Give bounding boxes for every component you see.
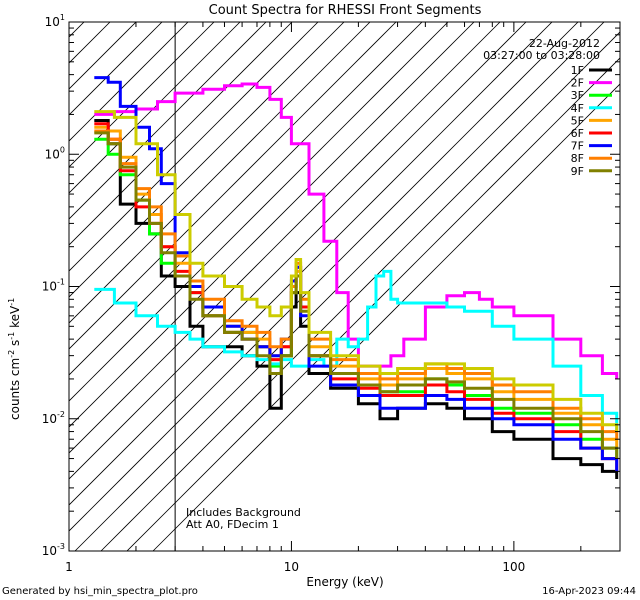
- legend-label-4F: 4F: [571, 102, 584, 115]
- series-line-4F: [94, 269, 619, 432]
- y-tick-label-1: 101: [45, 13, 65, 29]
- hatch-line-6: [69, 22, 215, 168]
- hatch-line-19: [69, 22, 553, 506]
- x-axis-label: Energy (keV): [306, 575, 383, 589]
- time-range-label: 03:27:00 to 03:28:00: [483, 49, 600, 62]
- x-axis: 1 10 100: [65, 22, 621, 574]
- legend-label-5F: 5F: [571, 114, 584, 127]
- annotation-attenuator: Att A0, FDecim 1: [186, 518, 279, 531]
- x-tick-label-10: 10: [284, 560, 299, 574]
- series-layer: [94, 76, 619, 479]
- y-tick-label--2: 10-2: [42, 410, 65, 426]
- hatch-line-12: [69, 22, 371, 324]
- hatch-line-15: [69, 22, 449, 402]
- hatch-line-4: [69, 22, 163, 116]
- hatch-line-24: [152, 83, 620, 551]
- y-axis: 10-3 10-2 10-1 100 101: [42, 13, 620, 558]
- hatch-line-14: [69, 22, 423, 376]
- hatch-line-3: [69, 22, 137, 90]
- hatch-line-11: [69, 22, 345, 298]
- legend-label-6F: 6F: [571, 127, 584, 140]
- legend-label-2F: 2F: [571, 77, 584, 90]
- series-line-1F: [94, 119, 619, 479]
- hatched-region: [69, 22, 620, 551]
- legend-label-1F: 1F: [571, 64, 584, 77]
- x-tick-label-100: 100: [502, 560, 525, 574]
- annotation-background: Includes Background: [186, 506, 301, 519]
- hatch-line-17: [69, 22, 501, 454]
- series-line-2F: [94, 82, 619, 379]
- date-label: 22-Aug-2012: [529, 37, 600, 50]
- hatch-line-20: [69, 22, 579, 532]
- x-tick-label-1: 1: [65, 560, 73, 574]
- legend-label-3F: 3F: [571, 89, 584, 102]
- hatch-line-23: [126, 57, 620, 551]
- footer-timestamp: 16-Apr-2023 09:44: [542, 586, 636, 597]
- hatch-line-16: [69, 22, 475, 428]
- series-line-extra-9: [94, 110, 619, 432]
- y-tick-label--1: 10-1: [42, 278, 65, 294]
- hatch-line-21: [74, 22, 605, 551]
- legend-label-8F: 8F: [571, 152, 584, 165]
- footer-generated-by: Generated by hsi_min_spectra_plot.pro: [2, 586, 198, 597]
- y-axis-label: counts cm-2 s-1 keV-1: [7, 298, 22, 420]
- hatch-line-5: [69, 22, 189, 142]
- y-tick-label-0: 100: [45, 145, 65, 161]
- hatch-line-22: [100, 31, 620, 551]
- y-tick-label--3: 10-3: [42, 542, 65, 558]
- legend-label-9F: 9F: [571, 165, 584, 178]
- hatch-line-7: [69, 22, 241, 194]
- hatch-line-8: [69, 22, 267, 220]
- hatch-line-18: [69, 22, 527, 480]
- chart-title: Count Spectra for RHESSI Front Segments: [209, 3, 482, 18]
- legend-label-7F: 7F: [571, 140, 584, 153]
- hatch-line-13: [69, 22, 397, 350]
